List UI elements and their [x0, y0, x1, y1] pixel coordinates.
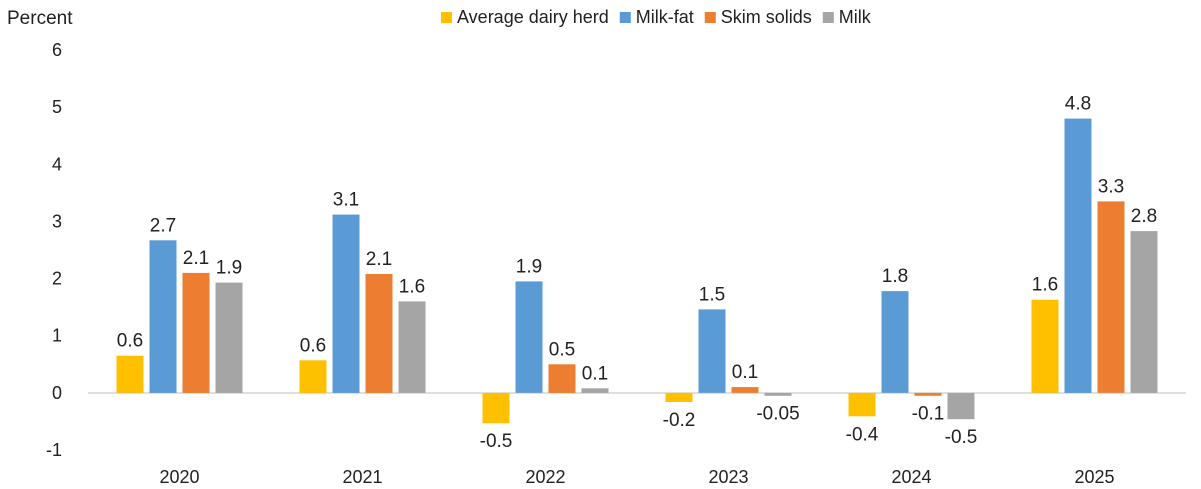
- bar-milk-2022: [581, 388, 609, 393]
- bar-milk-fat-2024: [881, 291, 909, 393]
- data-label-group: 0.6 2.7 2.1 1.9 0.6 3.1 2.1 1.6 -0.5 1.9 0.5 0.1 -0.…: [117, 94, 1157, 453]
- bar-skim-solids-2021: [365, 274, 393, 393]
- data-label: 1.8: [882, 266, 908, 287]
- y-tick-label: 2: [52, 269, 62, 289]
- data-label: 1.9: [516, 256, 542, 277]
- data-label: 2.8: [1131, 206, 1157, 227]
- data-label: 1.6: [399, 276, 425, 297]
- legend-label: Milk: [839, 7, 872, 27]
- bar-average-dairy-herd-2021: [299, 360, 327, 393]
- data-label: 0.5: [549, 339, 575, 360]
- legend-label: Skim solids: [721, 7, 812, 27]
- bar-average-dairy-herd-2022: [482, 392, 510, 424]
- x-tick-label: 2020: [159, 467, 199, 487]
- data-label: 2.1: [183, 248, 209, 269]
- data-label: 0.6: [117, 331, 143, 352]
- bar-average-dairy-herd-2025: [1031, 299, 1059, 393]
- legend-swatch: [704, 12, 716, 23]
- data-label: -0.05: [756, 404, 799, 425]
- bar-skim-solids-2025: [1097, 201, 1125, 393]
- data-label: -0.4: [846, 424, 879, 445]
- legend-swatch: [822, 12, 834, 23]
- data-label: 2.7: [150, 215, 176, 236]
- y-axis: -1 0 1 2 3 4 5 6: [46, 40, 62, 460]
- x-axis: 2020 2021 2022 2023 2024 2025: [159, 467, 1114, 487]
- x-tick-label: 2025: [1074, 467, 1114, 487]
- bar-skim-solids-2023: [731, 387, 759, 393]
- data-label: 1.5: [699, 284, 725, 305]
- y-tick-label: 5: [52, 97, 62, 117]
- x-tick-label: 2021: [342, 467, 382, 487]
- bar-milk-2024: [947, 392, 975, 420]
- bar-milk-fat-2023: [698, 309, 726, 393]
- x-tick-label: 2024: [891, 467, 931, 487]
- y-tick-label: 6: [52, 40, 62, 60]
- bar-average-dairy-herd-2020: [116, 355, 144, 393]
- legend-swatch: [441, 12, 452, 23]
- bar-average-dairy-herd-2023: [665, 392, 693, 402]
- bar-milk-2021: [398, 301, 426, 393]
- data-label: 0.1: [582, 363, 608, 384]
- x-tick-label: 2023: [708, 467, 748, 487]
- bar-milk-fat-2020: [149, 240, 177, 393]
- y-tick-label: 0: [52, 383, 62, 403]
- data-label: 0.6: [300, 335, 326, 356]
- bar-skim-solids-2020: [182, 272, 210, 393]
- bar-milk-fat-2025: [1064, 118, 1092, 393]
- legend-label: Average dairy herd: [457, 7, 609, 27]
- legend-label: Milk-fat: [636, 7, 694, 27]
- bar-milk-fat-2021: [332, 214, 360, 393]
- data-label: 3.3: [1098, 176, 1124, 197]
- bar-milk-2025: [1130, 231, 1158, 393]
- x-tick-label: 2022: [525, 467, 565, 487]
- data-label: 2.1: [366, 249, 392, 270]
- bar-skim-solids-2024: [914, 392, 942, 396]
- y-tick-label: 1: [52, 326, 62, 346]
- bar-average-dairy-herd-2024: [848, 392, 876, 417]
- y-tick-label: 4: [52, 154, 62, 174]
- bar-milk-2023: [764, 392, 792, 396]
- bar-milk-fat-2022: [515, 281, 543, 393]
- bar-milk-2020: [215, 282, 243, 393]
- legend-swatch: [619, 12, 631, 23]
- data-label: 3.1: [333, 190, 359, 211]
- data-label: 1.6: [1032, 275, 1058, 296]
- data-label: 1.9: [216, 258, 242, 279]
- data-label: -0.2: [663, 410, 696, 431]
- legend: Average dairy herd Milk-fat Skim solids Mil…: [441, 7, 872, 27]
- bar-series-group: [116, 118, 1158, 424]
- bar-skim-solids-2022: [548, 364, 576, 393]
- data-label: -0.1: [912, 404, 945, 425]
- data-label: -0.5: [945, 427, 978, 448]
- y-tick-label: -1: [46, 440, 62, 460]
- data-label: 4.8: [1065, 94, 1091, 115]
- y-tick-label: 3: [52, 211, 62, 231]
- y-axis-title: Percent: [7, 8, 73, 29]
- data-label: -0.5: [480, 431, 513, 452]
- data-label: 0.1: [732, 362, 758, 383]
